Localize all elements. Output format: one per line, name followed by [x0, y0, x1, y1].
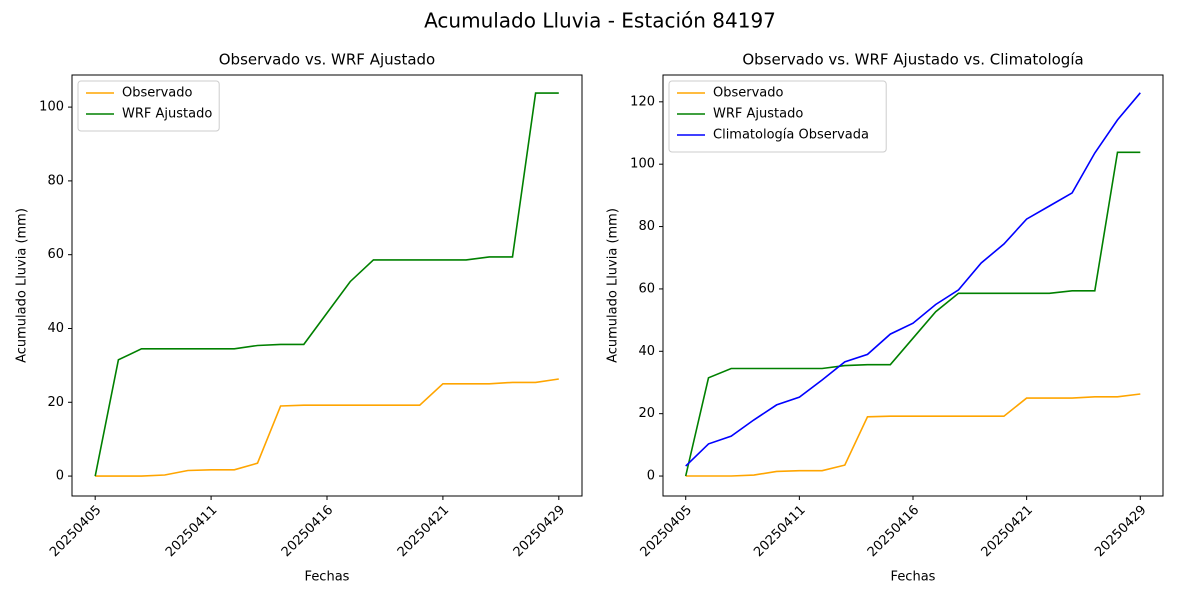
- plot-frame: [662, 74, 1164, 497]
- y-tick-label: 0: [647, 469, 655, 484]
- y-tick-label: 100: [39, 100, 64, 115]
- legend-label: Climatología Observada: [713, 128, 869, 143]
- y-tick-label: 60: [47, 247, 64, 262]
- y-tick-label: 60: [638, 281, 655, 296]
- y-axis-label: Acumulado Lluvia (mm): [606, 208, 621, 363]
- x-tick-label: 20250429: [511, 503, 568, 560]
- line-series: [685, 393, 1141, 477]
- x-tick-label: 20250405: [47, 503, 104, 560]
- y-tick-label: 80: [47, 173, 64, 188]
- x-tick-label: 20250416: [865, 503, 922, 560]
- line-series: [684, 151, 1141, 477]
- y-tick-label: 80: [638, 219, 655, 234]
- legend-box: [668, 80, 887, 153]
- legend-label: WRF Ajustado: [122, 107, 212, 122]
- x-tick-label: 20250405: [638, 503, 695, 560]
- x-tick-label: 20250429: [1092, 503, 1149, 560]
- x-axis-label: Fechas: [891, 570, 936, 585]
- legend-label: WRF Ajustado: [713, 107, 803, 122]
- y-tick-label: 20: [638, 406, 655, 421]
- x-tick-label: 20250421: [395, 503, 452, 560]
- x-axis-label: Fechas: [305, 570, 350, 585]
- figure-title: Acumulado Lluvia - Estación 84197: [424, 9, 776, 33]
- y-tick-label: 100: [630, 157, 655, 172]
- y-tick-label: 40: [47, 321, 64, 336]
- legend-label: Observado: [122, 86, 193, 101]
- line-series: [685, 92, 1141, 467]
- x-tick-label: 20250411: [751, 503, 808, 560]
- x-tick-label: 20250416: [279, 503, 336, 560]
- line-series: [94, 92, 559, 477]
- plot-frame: [71, 74, 583, 497]
- x-tick-label: 20250421: [979, 503, 1036, 560]
- y-tick-label: 40: [638, 344, 655, 359]
- y-tick-label: 120: [630, 94, 655, 109]
- y-axis-label: Acumulado Lluvia (mm): [15, 208, 30, 363]
- legend-label: Observado: [713, 86, 784, 101]
- chart-title: Observado vs. WRF Ajustado vs. Climatolo…: [742, 51, 1083, 69]
- chart-title: Observado vs. WRF Ajustado: [219, 51, 435, 69]
- line-series: [95, 378, 559, 477]
- y-tick-label: 20: [47, 395, 64, 410]
- x-tick-label: 20250411: [163, 503, 220, 560]
- y-tick-label: 0: [56, 469, 64, 484]
